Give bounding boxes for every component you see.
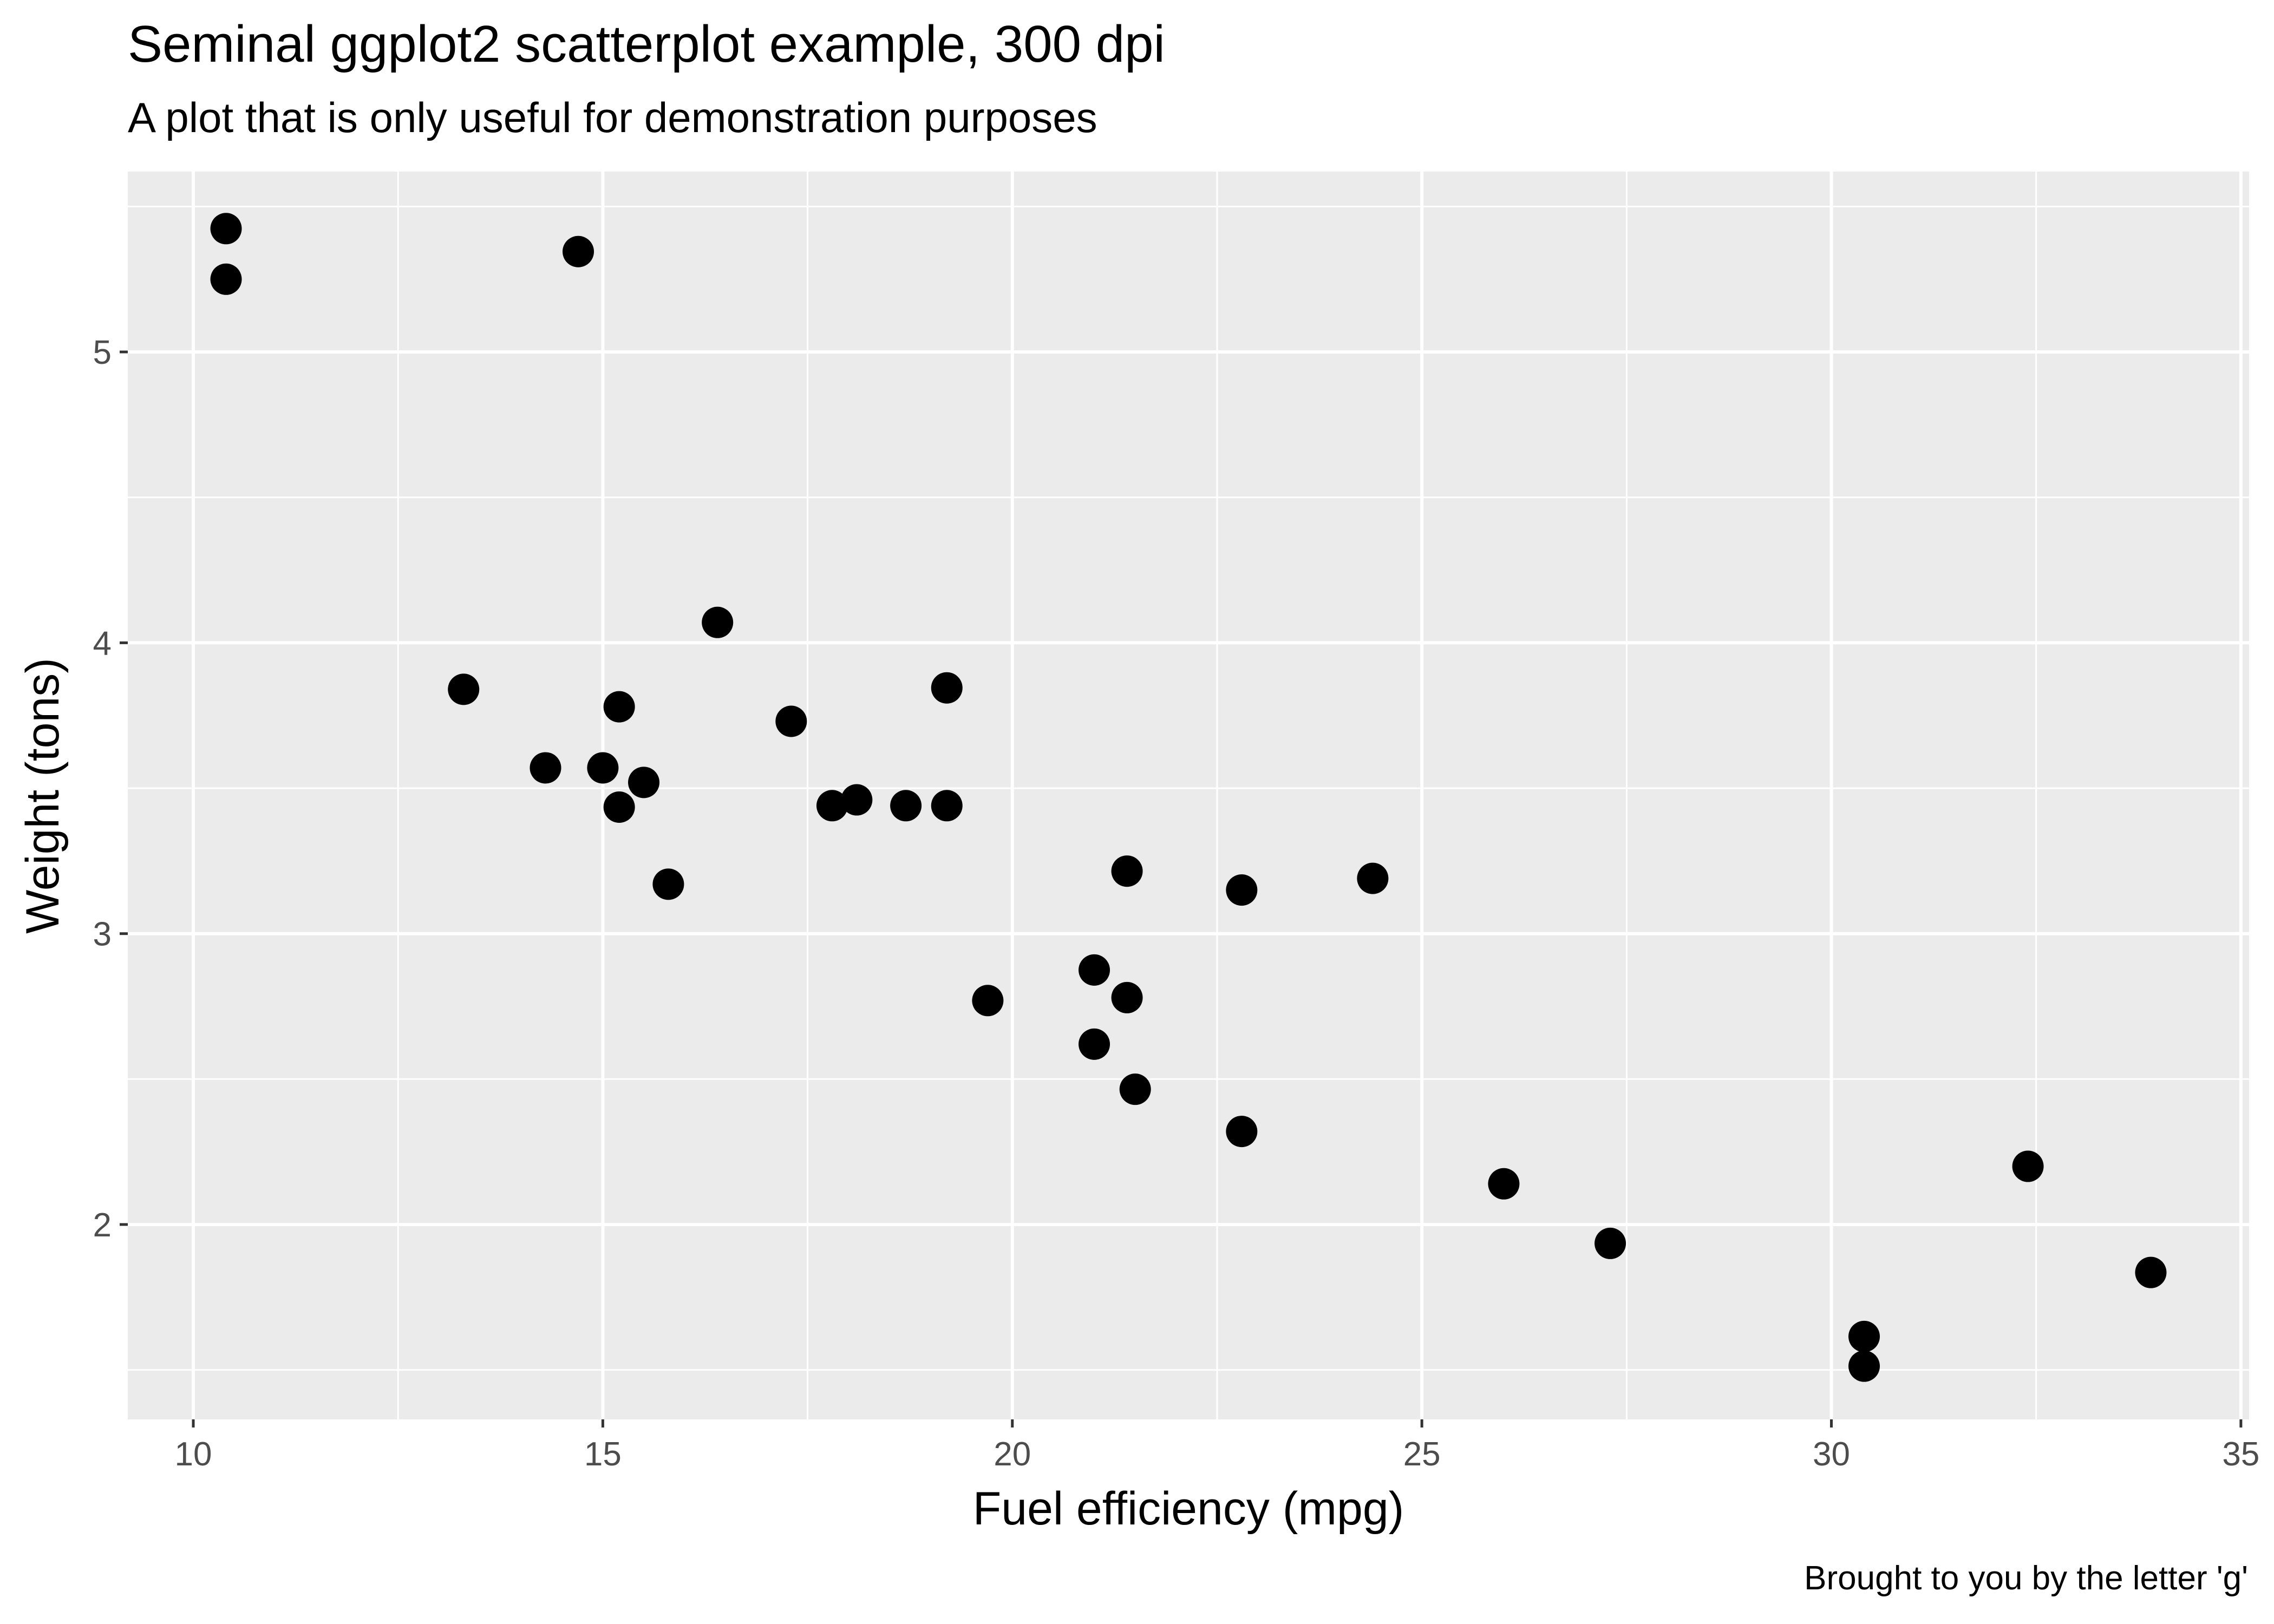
data-point: [210, 263, 242, 295]
y-tick-label: 4: [93, 625, 112, 662]
chart-title: Seminal ggplot2 scatterplot example, 300…: [128, 15, 1165, 73]
data-point: [2012, 1150, 2044, 1182]
y-axis-ticks: 2 3 4 5: [93, 334, 128, 1244]
data-point: [972, 985, 1004, 1017]
data-point: [587, 752, 619, 784]
chart-subtitle: A plot that is only useful for demonstra…: [128, 94, 1097, 141]
data-point: [841, 784, 873, 816]
y-tick-label: 5: [93, 334, 112, 371]
data-point: [890, 790, 922, 822]
x-tick-label: 10: [175, 1436, 212, 1473]
x-tick-label: 30: [1813, 1436, 1850, 1473]
y-axis-title: Weight (tons): [17, 658, 69, 934]
data-point: [931, 672, 963, 704]
data-points: [210, 213, 2167, 1382]
y-tick-label: 3: [93, 916, 112, 953]
data-point: [1848, 1320, 1880, 1352]
data-point: [628, 767, 660, 798]
data-point: [563, 235, 594, 267]
data-point: [603, 691, 635, 723]
data-point: [210, 213, 242, 245]
data-point: [1119, 1073, 1151, 1105]
minor-gridlines: [128, 172, 2249, 1419]
data-point: [1488, 1168, 1520, 1200]
plot-panel: [128, 172, 2249, 1419]
data-point: [931, 790, 963, 822]
x-axis-title: Fuel efficiency (mpg): [973, 1483, 1404, 1535]
data-point: [652, 868, 684, 900]
data-point: [1111, 855, 1143, 887]
data-point: [1848, 1350, 1880, 1382]
data-point: [1357, 862, 1389, 894]
data-point: [816, 790, 848, 822]
data-point: [2135, 1256, 2167, 1288]
data-point: [1079, 1028, 1110, 1060]
chart-caption: Brought to you by the letter 'g': [1804, 1560, 2248, 1597]
data-point: [530, 752, 561, 784]
data-point: [1079, 954, 1110, 986]
x-tick-label: 20: [994, 1436, 1031, 1473]
x-tick-label: 15: [584, 1436, 622, 1473]
data-point: [1226, 874, 1258, 906]
data-point: [702, 606, 734, 638]
data-point: [448, 673, 480, 705]
x-tick-label: 35: [2222, 1436, 2259, 1473]
data-point: [1111, 981, 1143, 1013]
data-point: [1595, 1227, 1626, 1259]
x-tick-label: 25: [1403, 1436, 1441, 1473]
x-axis-ticks: 10 15 20 25 30 35: [175, 1419, 2259, 1473]
y-tick-label: 2: [93, 1207, 112, 1244]
major-gridlines: [128, 172, 2249, 1419]
data-point: [1226, 1116, 1258, 1148]
data-point: [775, 705, 807, 737]
data-point: [603, 791, 635, 823]
